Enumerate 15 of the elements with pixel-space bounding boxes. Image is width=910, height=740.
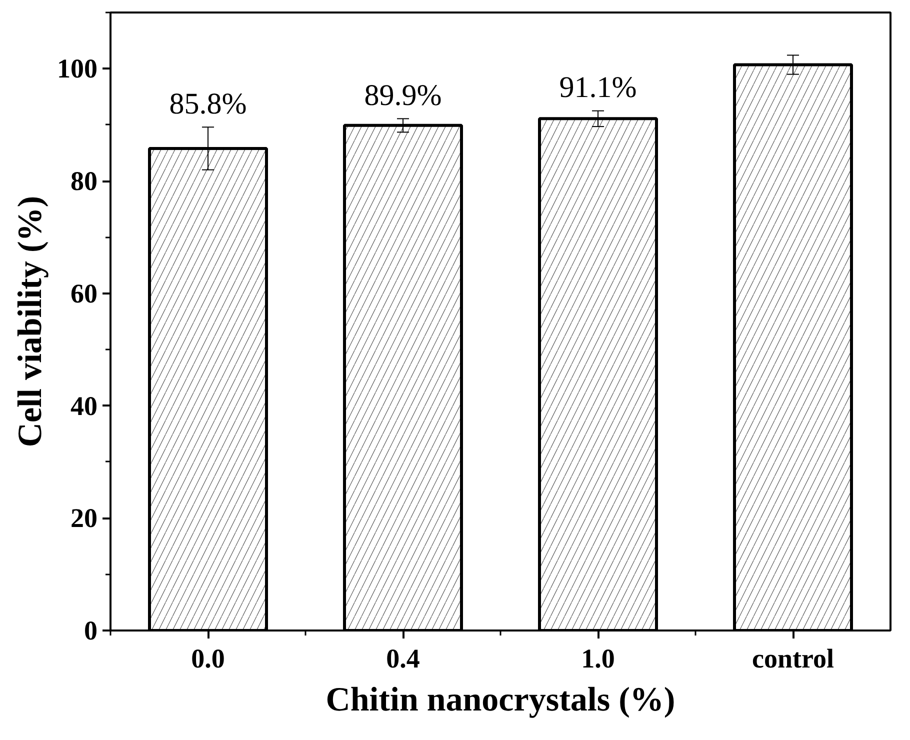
x-tick-label: 0.0	[191, 644, 225, 674]
y-axis-title: Cell viability (%)	[12, 196, 49, 448]
x-tick-label: control	[752, 644, 834, 674]
y-tick-label: 20	[70, 503, 98, 534]
data-label: 89.9%	[364, 78, 442, 112]
x-axis-title: Chitin nanocrystals (%)	[326, 682, 676, 718]
y-tick-label: 100	[57, 54, 98, 84]
y-tick-label: 80	[70, 166, 98, 196]
data-label: 91.1%	[559, 71, 637, 104]
y-tick-label: 0	[84, 616, 98, 646]
y-tick-label: 60	[70, 278, 98, 308]
x-tick-label: 0.4	[386, 644, 420, 674]
y-tick-label: 40	[70, 390, 98, 421]
data-label: 85.8%	[169, 87, 247, 120]
x-tick-label: 1.0	[581, 644, 615, 674]
